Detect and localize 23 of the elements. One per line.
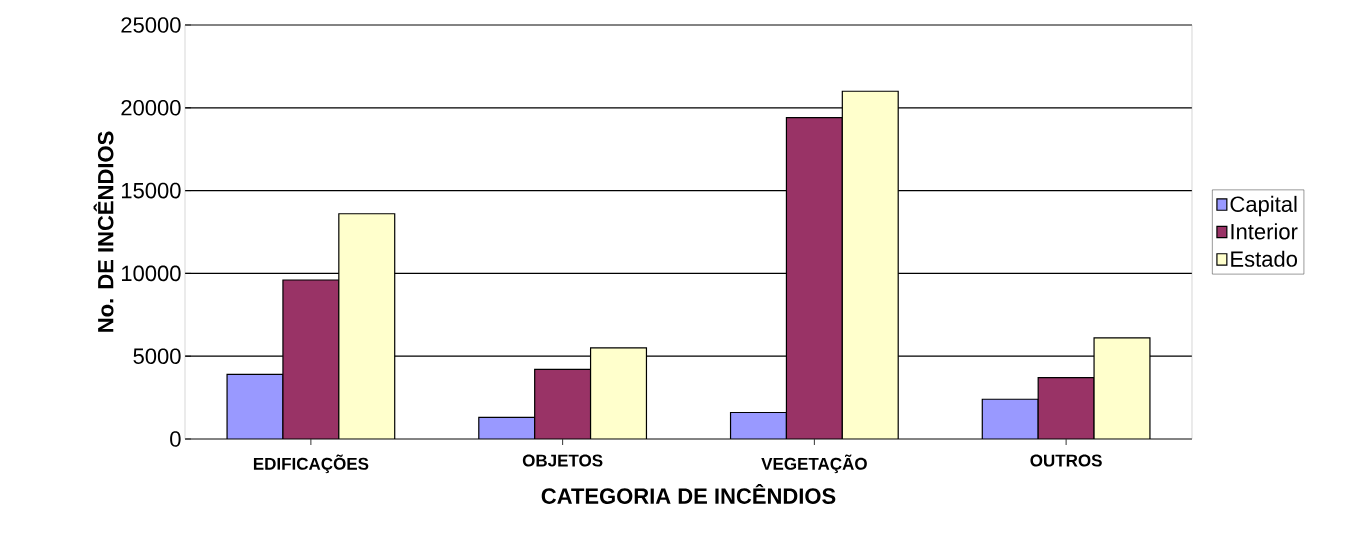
bar <box>841 90 899 439</box>
legend-label: Estado <box>1231 250 1297 267</box>
bar <box>1093 337 1151 439</box>
bar <box>226 373 284 439</box>
y-tick-label: 20000 <box>121 100 181 116</box>
y-tick-label: 0 <box>170 431 181 447</box>
bar <box>338 213 396 439</box>
bar <box>981 398 1039 439</box>
legend-label: Capital <box>1230 195 1297 217</box>
y-tick-label: 5000 <box>133 348 181 364</box>
bar <box>478 416 536 439</box>
x-tick-label: OUTROS <box>1030 454 1102 467</box>
x-tick-label: VEGETAÇÃO <box>761 454 867 474</box>
x-tick-label: OBJETOS <box>522 454 603 467</box>
x-axis-title: CATEGORIA DE INCÊNDIOS <box>541 484 836 504</box>
bar <box>729 411 788 439</box>
y-tick-label: 15000 <box>121 182 181 199</box>
legend-label: Interior <box>1231 223 1298 240</box>
y-axis-title: No. DE INCÊNDIOS <box>93 131 114 332</box>
x-tick-label: EDIFICAÇÕES <box>253 454 369 474</box>
y-tick-label: 10000 <box>121 265 181 282</box>
bar <box>589 347 648 439</box>
y-tick-label: 25000 <box>121 17 181 33</box>
